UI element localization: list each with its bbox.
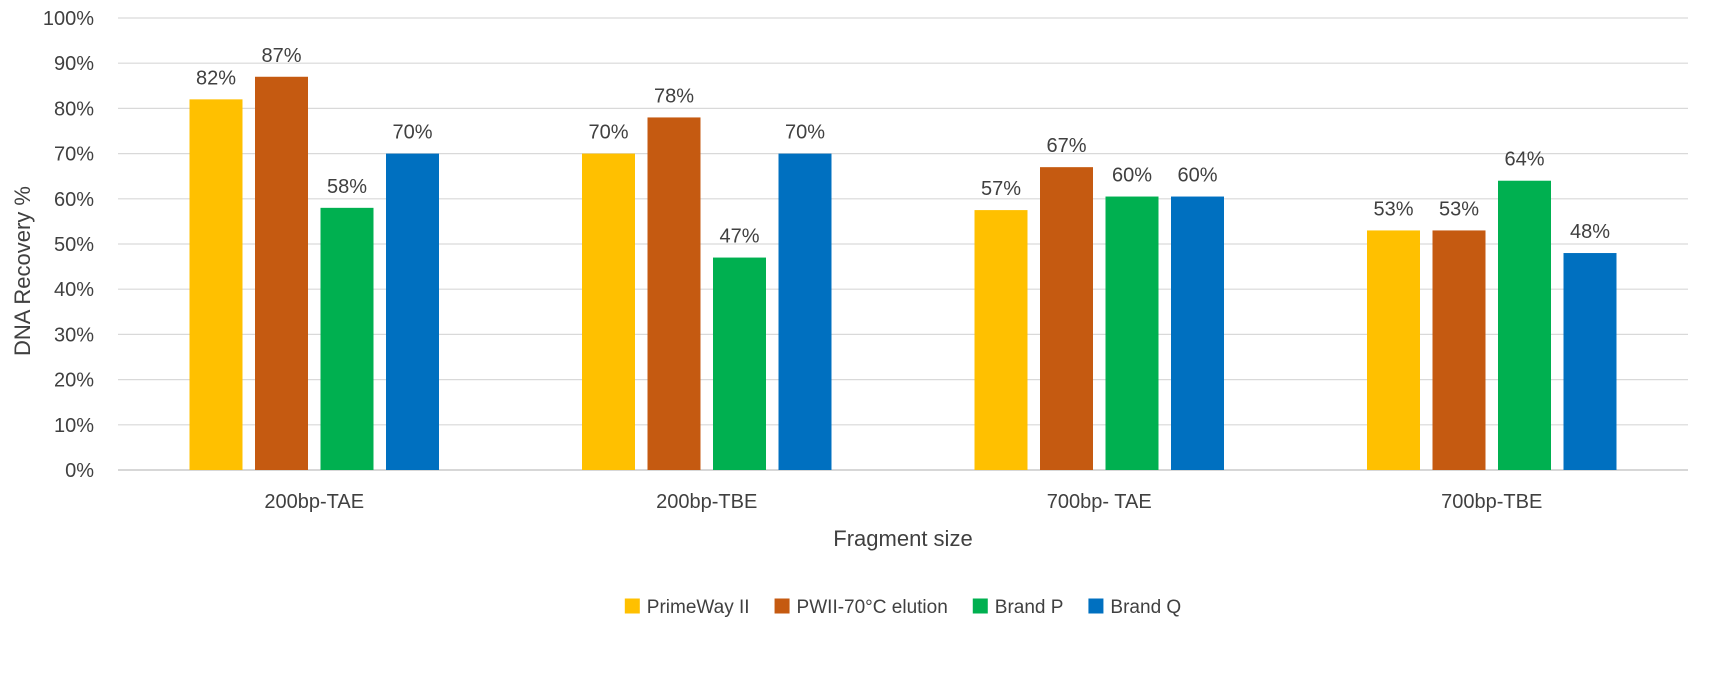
y-tick-label: 100% (43, 8, 94, 30)
legend-swatch (1088, 598, 1104, 614)
legend-label: PrimeWay II (647, 597, 750, 618)
bars (189, 76, 1617, 471)
bar (1498, 180, 1551, 470)
legend-swatch (774, 598, 790, 614)
y-tick-label: 80% (54, 98, 94, 120)
bar (1563, 253, 1617, 470)
y-tick-label: 60% (54, 189, 94, 211)
bar (647, 117, 701, 470)
y-tick-label: 50% (54, 234, 94, 256)
y-axis-ticks: 0% 10% 20% 30% 40% 50% 60% 70% 80% 90% 100% (43, 8, 94, 482)
bar (320, 207, 374, 470)
legend-item: Brand Q (1088, 597, 1181, 618)
y-axis-title: DNA Recovery % (10, 186, 35, 356)
legend-swatch (624, 598, 640, 614)
bar (582, 153, 635, 470)
data-label: 67% (1046, 135, 1086, 157)
legend-item: PWII-70°C elution (774, 597, 948, 618)
x-tick-label: 700bp- TAE (1047, 491, 1152, 513)
data-label: 70% (785, 122, 825, 144)
bar (1040, 167, 1093, 470)
bar (713, 257, 766, 470)
data-label: 78% (654, 85, 694, 107)
y-tick-label: 20% (54, 370, 94, 392)
data-label: 70% (392, 122, 432, 144)
data-label: 64% (1504, 149, 1544, 171)
bar (1105, 196, 1159, 471)
data-label: 58% (327, 176, 367, 198)
legend-item: Brand P (972, 597, 1064, 618)
data-label: 53% (1373, 198, 1413, 220)
y-tick-label: 70% (54, 144, 94, 166)
legend-label: Brand Q (1110, 597, 1181, 618)
data-label: 70% (588, 122, 628, 144)
bar (1171, 196, 1224, 471)
bar (189, 99, 243, 471)
legend-item: PrimeWay II (624, 597, 750, 618)
bar (386, 153, 439, 470)
x-tick-label: 200bp-TBE (656, 491, 757, 513)
y-tick-label: 40% (54, 279, 94, 301)
data-label: 48% (1570, 221, 1610, 243)
data-labels: 82% 87% 58% 70% 70% 78% 47% 70% 57% 67% 60% 60% 53% 5… (196, 45, 1610, 248)
data-label: 47% (719, 226, 759, 248)
legend-label: Brand P (995, 597, 1064, 618)
data-label: 87% (261, 45, 301, 67)
y-tick-label: 30% (54, 324, 94, 346)
y-tick-label: 90% (54, 53, 94, 75)
data-label: 57% (981, 178, 1021, 200)
data-label: 60% (1177, 165, 1217, 187)
legend-swatch (972, 598, 988, 614)
y-tick-label: 10% (54, 415, 94, 437)
data-label: 60% (1112, 165, 1152, 187)
legend: PrimeWay II PWII-70°C elution Brand P Brand… (624, 597, 1181, 618)
gridlines (118, 17, 1688, 471)
bar (1432, 230, 1486, 470)
bar (778, 153, 832, 470)
y-tick-label: 0% (65, 460, 94, 482)
bar (1367, 230, 1420, 470)
x-tick-label: 700bp-TBE (1441, 491, 1542, 513)
data-label: 82% (196, 67, 236, 89)
x-tick-label: 200bp-TAE (264, 491, 364, 513)
x-axis-ticks: 200bp-TAE 200bp-TBE 700bp- TAE 700bp-TBE (264, 491, 1542, 513)
x-axis-title: Fragment size (833, 526, 972, 551)
data-label: 53% (1439, 198, 1479, 220)
bar (974, 210, 1028, 470)
bar (255, 76, 308, 470)
legend-label: PWII-70°C elution (797, 597, 948, 618)
